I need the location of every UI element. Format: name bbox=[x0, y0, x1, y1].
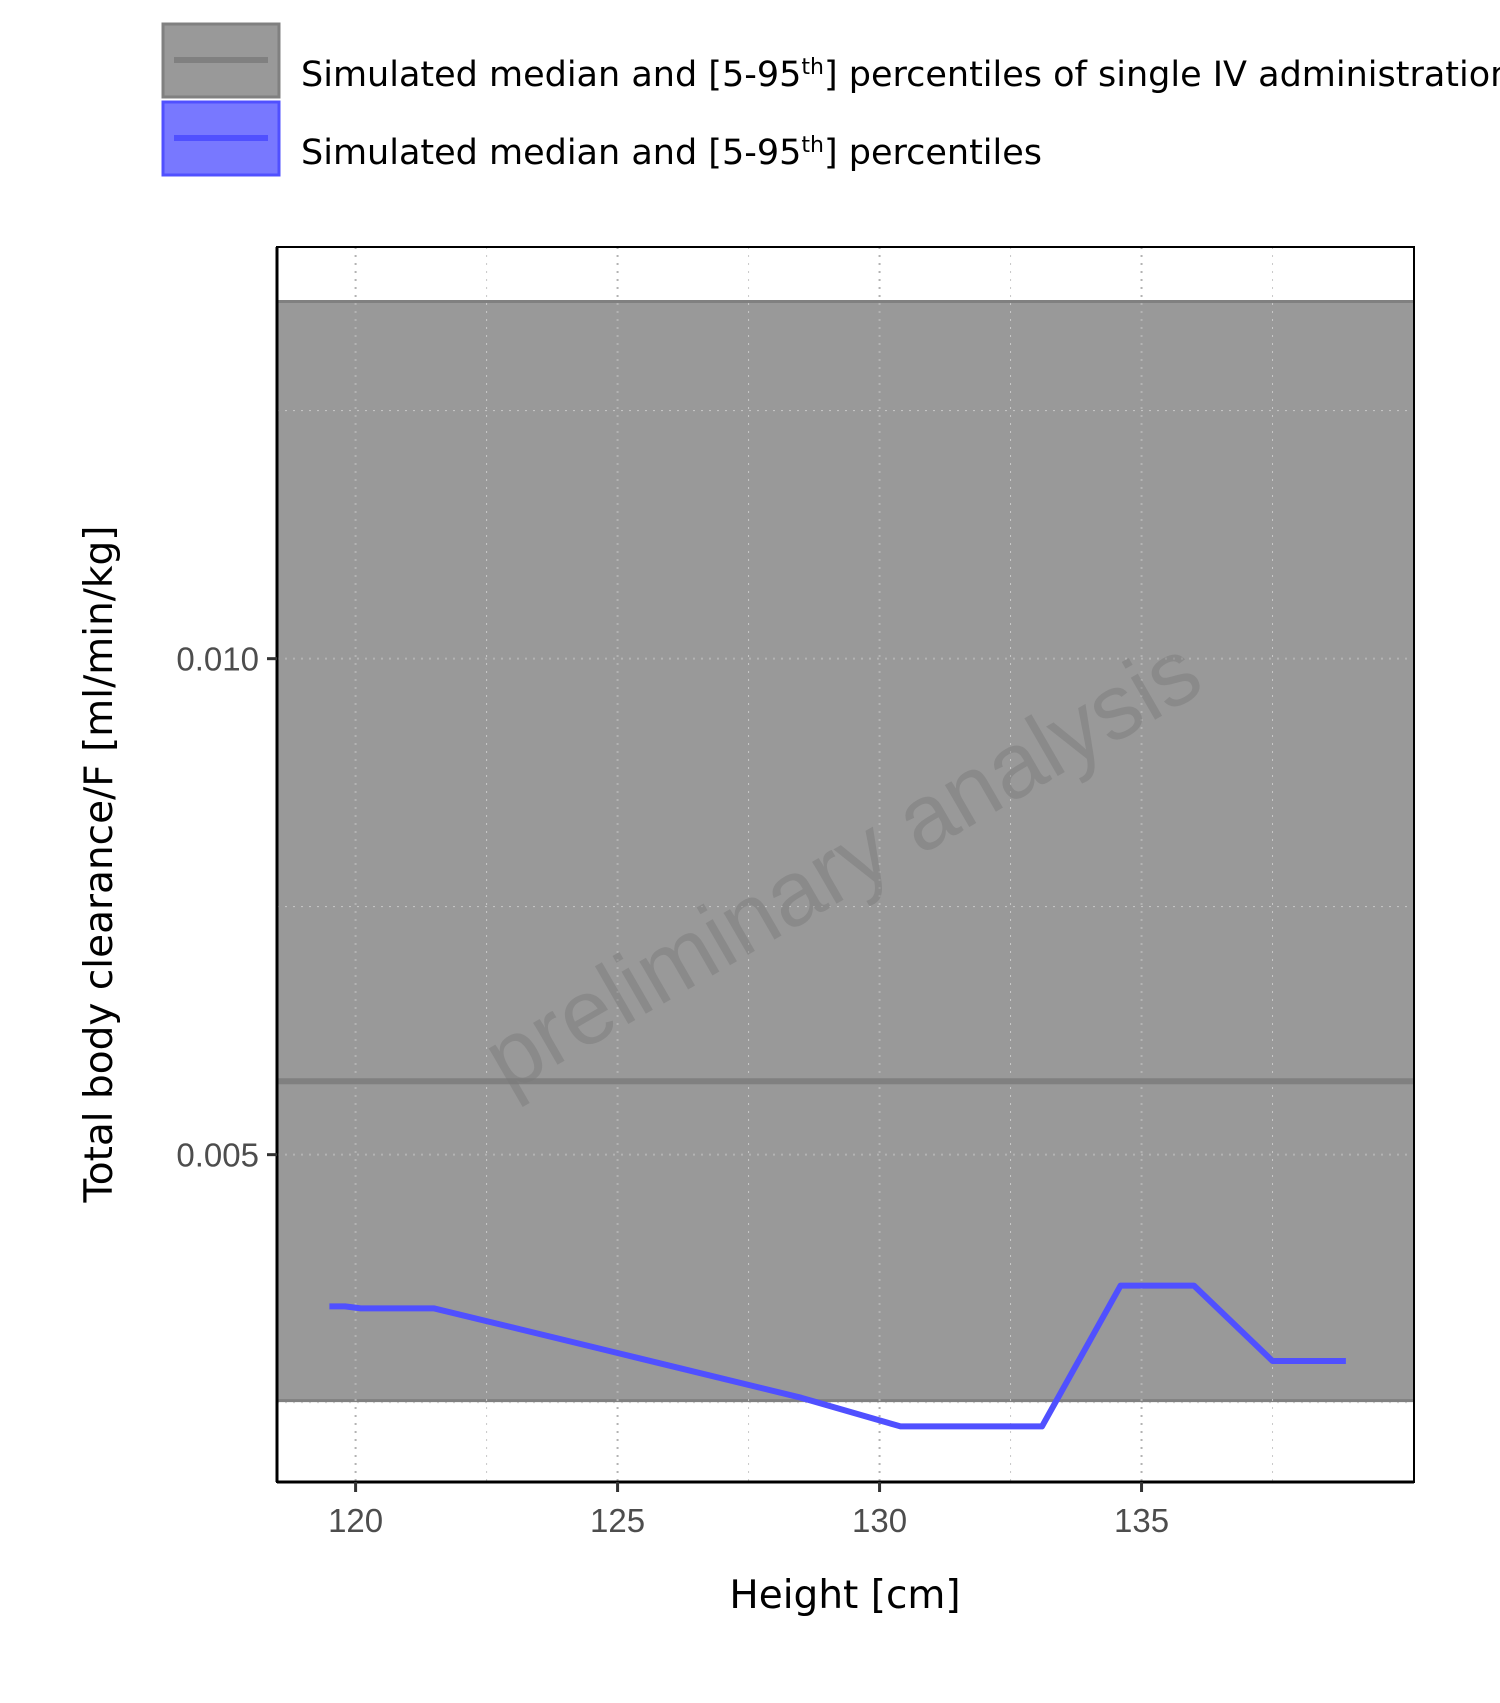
iv-percentile-band bbox=[277, 301, 1414, 1401]
x-axis-title: Height [cm] bbox=[729, 1573, 960, 1618]
plot-panel: preliminary analysis bbox=[275, 246, 1415, 1484]
x-tick-label: 125 bbox=[590, 1502, 645, 1539]
x-tick-label: 120 bbox=[328, 1502, 383, 1539]
grid-lines bbox=[277, 247, 1414, 1482]
simulated-median-line bbox=[329, 1282, 1346, 1430]
legend-item-simulated: Simulated median and [5-95th] percentile… bbox=[161, 100, 1042, 177]
x-tick-label: 130 bbox=[852, 1502, 907, 1539]
legend-item-iv: Simulated median and [5-95th] percentile… bbox=[161, 22, 1500, 99]
y-tick-label: 0.005 bbox=[176, 1137, 259, 1174]
legend-label-iv: Simulated median and [5-95th] percentile… bbox=[301, 55, 1500, 95]
x-axis-ticks: 120 125 130 135 bbox=[328, 1482, 1169, 1539]
y-axis-ticks: 0.005 0.010 bbox=[176, 641, 277, 1174]
y-tick-label: 0.010 bbox=[176, 641, 259, 678]
legend-label-simulated: Simulated median and [5-95th] percentile… bbox=[301, 133, 1042, 173]
x-tick-label: 135 bbox=[1114, 1502, 1169, 1539]
y-axis-title: Total body clearance/F [ml/min/kg] bbox=[77, 526, 122, 1204]
legend: Simulated median and [5-95th] percentile… bbox=[161, 22, 1500, 177]
